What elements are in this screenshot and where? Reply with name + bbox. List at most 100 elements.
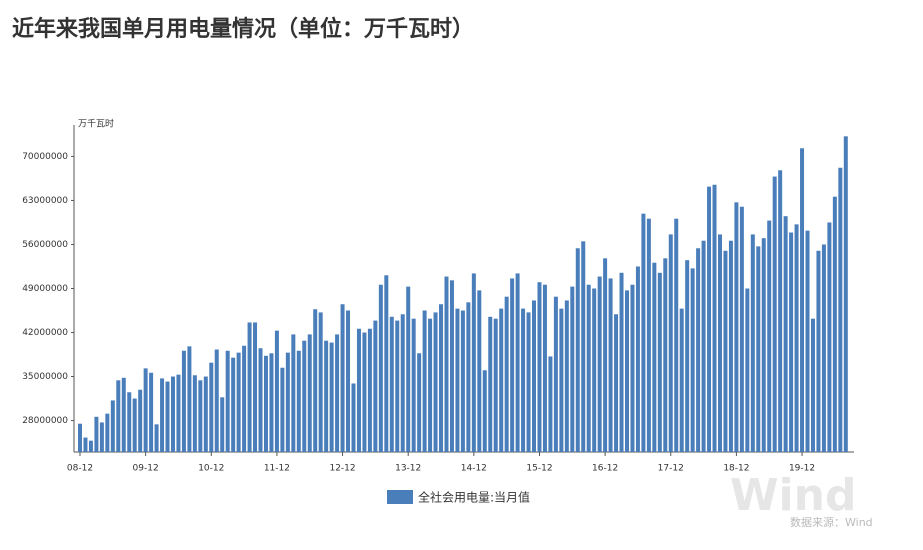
bar xyxy=(608,278,613,452)
bar xyxy=(384,275,389,452)
bar xyxy=(422,310,427,452)
bar xyxy=(225,350,230,452)
x-tick-label: 11-12 xyxy=(264,464,290,474)
bar xyxy=(816,250,821,452)
bar xyxy=(78,423,82,452)
bar xyxy=(165,381,170,452)
bar xyxy=(160,378,165,452)
bar xyxy=(367,328,372,452)
bar xyxy=(449,280,454,452)
bar xyxy=(83,437,88,452)
bar xyxy=(685,260,690,452)
bar xyxy=(143,368,148,452)
bar xyxy=(575,248,580,452)
bar xyxy=(756,246,761,452)
bar xyxy=(504,296,509,452)
bar xyxy=(778,170,783,452)
bar xyxy=(625,290,629,452)
bar xyxy=(132,398,137,452)
bar xyxy=(537,282,542,452)
bar xyxy=(723,250,728,452)
x-tick-label: 08-12 xyxy=(67,464,93,474)
bar xyxy=(269,353,274,452)
watermark: Wind xyxy=(730,470,856,521)
bar xyxy=(772,176,777,453)
bar xyxy=(335,334,340,452)
bar xyxy=(105,413,110,452)
bar xyxy=(389,316,394,452)
bar xyxy=(181,350,186,452)
bar xyxy=(810,318,815,452)
bar xyxy=(307,334,312,452)
legend-label: 全社会用电量:当月值 xyxy=(418,490,530,505)
y-tick-label: 35000000 xyxy=(22,372,68,382)
bar xyxy=(652,262,657,452)
bar xyxy=(466,302,471,452)
bar xyxy=(417,353,422,452)
bar xyxy=(411,318,416,452)
bar xyxy=(739,206,744,452)
x-tick-label: 09-12 xyxy=(133,464,159,474)
bar xyxy=(433,312,438,452)
bar xyxy=(236,352,241,452)
bar xyxy=(570,286,575,452)
bar xyxy=(805,230,810,452)
bar xyxy=(657,272,662,452)
bar xyxy=(794,224,799,452)
bar xyxy=(455,308,460,452)
bar xyxy=(641,213,646,452)
bar xyxy=(187,346,192,452)
bar xyxy=(373,320,378,452)
bar xyxy=(521,308,526,452)
y-tick-label: 70000000 xyxy=(22,152,68,162)
bar xyxy=(477,290,482,452)
bar xyxy=(99,422,104,452)
bar xyxy=(619,272,624,452)
bar xyxy=(843,136,848,453)
bar xyxy=(351,383,356,452)
bar xyxy=(280,367,285,452)
bar xyxy=(203,376,208,452)
bar xyxy=(378,284,383,452)
bar xyxy=(291,334,296,452)
bar xyxy=(767,220,772,452)
bar xyxy=(728,240,733,452)
bar xyxy=(220,397,225,452)
bar xyxy=(603,258,608,452)
bar xyxy=(362,332,367,452)
bar xyxy=(329,342,334,452)
bar xyxy=(597,276,602,452)
bar xyxy=(482,370,487,452)
bar xyxy=(734,202,739,452)
bar xyxy=(258,348,263,452)
y-axis-label: 万千瓦时 xyxy=(78,118,114,130)
x-tick-label: 15-12 xyxy=(526,464,552,474)
bar xyxy=(553,296,558,452)
bar xyxy=(439,304,444,452)
bar xyxy=(745,288,750,452)
x-tick-label: 16-12 xyxy=(592,464,618,474)
bar xyxy=(592,288,597,452)
bar xyxy=(668,234,673,452)
bar xyxy=(395,320,400,452)
bar xyxy=(176,374,181,452)
bar xyxy=(192,375,197,452)
bar xyxy=(400,314,405,452)
y-tick-label: 49000000 xyxy=(22,284,68,294)
bar xyxy=(717,234,722,452)
source-note: 数据来源：Wind xyxy=(790,515,873,529)
bar xyxy=(460,310,465,452)
y-tick-label: 63000000 xyxy=(22,196,68,206)
bar xyxy=(614,314,619,452)
bar xyxy=(696,248,701,452)
bar xyxy=(324,340,329,452)
bar xyxy=(821,244,826,452)
y-tick-label: 28000000 xyxy=(22,416,68,426)
bar xyxy=(94,416,99,452)
bar xyxy=(149,372,154,452)
bar xyxy=(263,355,268,452)
bar xyxy=(838,167,843,452)
bar xyxy=(406,286,411,452)
bar xyxy=(340,304,345,452)
